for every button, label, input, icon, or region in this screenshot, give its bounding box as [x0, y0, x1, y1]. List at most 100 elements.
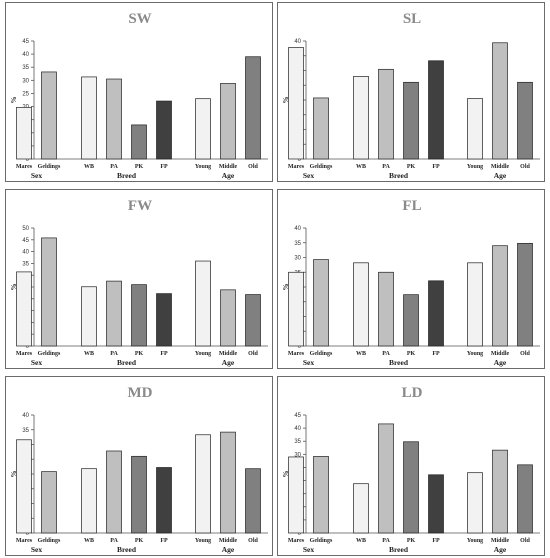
x-tick-label: FP: [160, 351, 168, 357]
bar-old: [245, 56, 261, 160]
bar-young: [195, 98, 211, 160]
chart-panel-md: MD0510152025303540%MaresGeldingsSexWBPAP…: [5, 376, 273, 556]
bar-wb: [353, 483, 369, 534]
x-tick-label: Old: [248, 538, 258, 544]
bar-geldings: [41, 237, 57, 347]
bar-old: [245, 468, 261, 534]
bar-old: [517, 242, 533, 347]
bar-wb: [353, 76, 369, 160]
bar-pk: [131, 284, 147, 347]
y-tick-label: 50: [22, 226, 29, 232]
x-tick-label: PK: [407, 351, 416, 357]
x-tick-label: PA: [110, 538, 118, 544]
y-tick-label: 40: [22, 413, 29, 419]
bar-wb: [81, 468, 97, 534]
bar-geldings: [313, 456, 329, 534]
x-tick-label: Geldings: [310, 351, 333, 357]
y-axis-label: %: [282, 284, 290, 291]
bar-pk: [403, 441, 419, 534]
group-label: Breed: [117, 545, 137, 554]
bar-mares: [288, 47, 304, 160]
chart-panel-sl: SL0510152025303540%MaresGeldingsSexWBPAP…: [277, 2, 545, 182]
group-label: Age: [222, 358, 235, 367]
bar-mares: [288, 271, 304, 347]
x-tick-label: Geldings: [38, 351, 61, 357]
x-tick-label: Mares: [16, 538, 33, 544]
bar-geldings: [313, 97, 329, 160]
group-label: Breed: [389, 545, 409, 554]
group-label: Breed: [117, 171, 137, 180]
chart-title: FW: [128, 198, 152, 214]
y-tick-label: 25: [22, 91, 29, 97]
x-tick-label: WB: [356, 164, 366, 170]
x-tick-label: Geldings: [38, 164, 61, 170]
x-tick-label: WB: [84, 538, 94, 544]
bar-geldings: [313, 259, 329, 347]
x-tick-label: Middle: [219, 164, 238, 170]
bar-pa: [378, 423, 394, 534]
bar-pa: [378, 271, 394, 347]
y-tick-label: 0: [26, 531, 30, 537]
bar-pa: [106, 280, 122, 347]
bar-mares: [288, 456, 304, 534]
x-tick-label: Young: [467, 351, 483, 357]
y-tick-label: 40: [294, 426, 301, 432]
bar-pk: [403, 294, 419, 347]
y-tick-label: 30: [22, 78, 29, 84]
x-tick-label: WB: [84, 351, 94, 357]
x-tick-label: Young: [467, 164, 483, 170]
bar-fp: [428, 474, 444, 534]
chart-svg: LD051015202530354045%MaresGeldingsSexWBP…: [282, 385, 540, 554]
x-tick-label: Middle: [491, 351, 510, 357]
y-tick-label: 40: [294, 39, 301, 45]
x-tick-label: Old: [520, 538, 530, 544]
x-tick-label: Middle: [491, 538, 510, 544]
y-tick-label: 45: [22, 238, 29, 244]
chart-svg: MD0510152025303540%MaresGeldingsSexWBPAP…: [10, 385, 268, 554]
x-tick-label: Mares: [288, 351, 305, 357]
chart-svg: SL0510152025303540%MaresGeldingsSexWBPAP…: [282, 11, 540, 180]
x-tick-label: FP: [160, 164, 168, 170]
group-label: Sex: [303, 545, 315, 554]
bar-pa: [106, 450, 122, 534]
x-tick-label: Mares: [288, 164, 305, 170]
chart-svg: FL0510152025303540%MaresGeldingsSexWBPAP…: [282, 198, 540, 367]
y-tick-label: 40: [22, 52, 29, 58]
bar-middle: [492, 245, 508, 347]
x-tick-label: PK: [407, 164, 416, 170]
bar-young: [195, 260, 211, 347]
x-tick-label: FP: [432, 351, 440, 357]
bar-fp: [156, 100, 172, 160]
y-axis-label: %: [282, 97, 290, 104]
bar-fp: [428, 60, 444, 160]
chart-title: SL: [403, 11, 421, 27]
bar-wb: [353, 262, 369, 347]
y-tick-label: 30: [294, 452, 301, 458]
bar-middle: [492, 449, 508, 534]
group-label: Breed: [389, 171, 409, 180]
x-tick-label: Geldings: [310, 164, 333, 170]
chart-title: FL: [402, 198, 421, 214]
x-tick-label: Geldings: [38, 538, 61, 544]
x-tick-label: PA: [110, 164, 118, 170]
group-label: Age: [494, 358, 507, 367]
bar-geldings: [41, 471, 57, 534]
group-label: Sex: [31, 171, 43, 180]
x-tick-label: PK: [135, 164, 144, 170]
x-tick-label: Middle: [219, 538, 238, 544]
chart-svg: SW051015202530354045%MaresGeldingsSexWBP…: [10, 11, 268, 180]
bar-pk: [403, 81, 419, 160]
y-tick-label: 0: [26, 157, 30, 163]
y-tick-label: 40: [22, 250, 29, 256]
x-tick-label: Mares: [288, 538, 305, 544]
bar-middle: [220, 289, 236, 347]
bar-old: [517, 464, 533, 534]
bar-young: [467, 262, 483, 347]
y-tick-label: 30: [294, 256, 301, 262]
bar-pa: [378, 68, 394, 160]
bar-old: [245, 294, 261, 347]
group-label: Age: [494, 545, 507, 554]
bar-pa: [106, 78, 122, 160]
bar-fp: [156, 467, 172, 534]
